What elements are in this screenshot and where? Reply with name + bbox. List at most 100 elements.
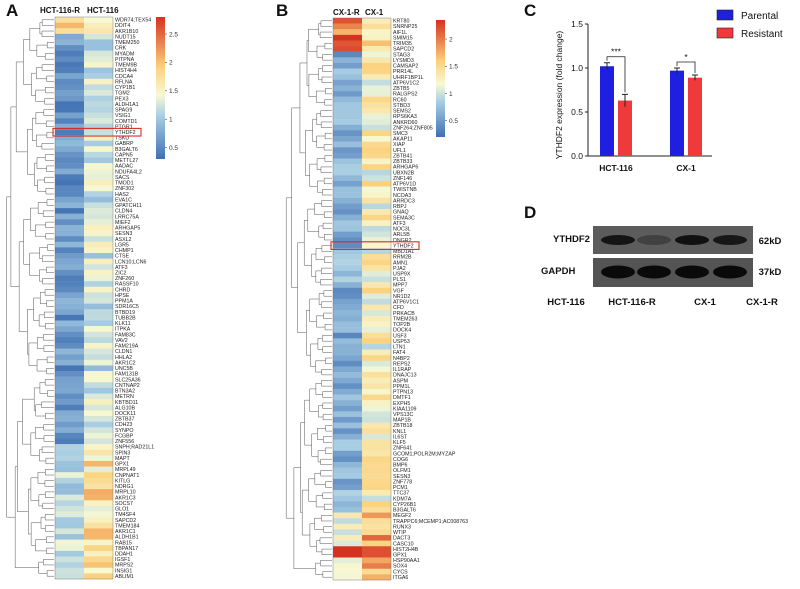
heatmap-cell	[55, 247, 84, 254]
gene-label: FAM83C	[115, 332, 136, 338]
gene-label: STBD3	[393, 103, 410, 109]
gene-label: TSKU	[115, 136, 129, 142]
heatmap-cell	[84, 224, 113, 231]
dendrogram-branch	[322, 402, 332, 409]
heatmap-cell	[55, 489, 84, 495]
heatmap-cell	[362, 107, 391, 114]
gene-label: CYCS	[393, 569, 408, 575]
dendrogram-branch	[42, 210, 54, 217]
heatmap-cell	[84, 365, 113, 372]
gene-label: WDR74;TEX54	[115, 18, 151, 24]
gene-label: FAM219A	[115, 344, 139, 350]
gene-label: TGM2	[115, 91, 130, 97]
heatmap-cell	[84, 264, 113, 271]
dendrogram-branch	[311, 253, 316, 277]
heatmap-cell	[55, 236, 84, 242]
heatmap-cell	[333, 349, 362, 356]
gene-label: PPM1L	[393, 384, 410, 390]
heatmap-cell	[55, 264, 84, 271]
heatmap-cell	[84, 219, 113, 226]
gene-label: AMN1	[393, 260, 408, 266]
heatmap-cell	[84, 236, 113, 242]
heatmap-cell	[84, 163, 113, 169]
gene-label: ZNF641	[393, 446, 412, 452]
gene-label: NOC3L	[393, 227, 411, 233]
heatmap-cell	[84, 545, 113, 552]
heatmap-cell	[84, 494, 113, 501]
gene-label: ATF3	[393, 221, 406, 227]
heatmap-cell	[362, 29, 391, 36]
gene-label: TMEM184	[115, 523, 139, 529]
gene-label: N4BP2	[393, 356, 410, 362]
dendrogram-branch	[297, 242, 307, 333]
dendrogram-branch	[15, 61, 28, 153]
dendrogram-branch	[324, 324, 332, 331]
gene-label: COG6	[393, 457, 408, 463]
dendrogram-branch	[314, 472, 326, 485]
gene-label: ZBTB5	[393, 86, 410, 92]
heatmap-cell	[84, 281, 113, 287]
heatmap-cell	[55, 534, 84, 540]
heatmap-cell	[55, 286, 84, 293]
dendrogram-branch	[27, 308, 34, 355]
gene-label: CRK	[115, 46, 127, 52]
heatmap-cell	[84, 22, 113, 29]
heatmap-cell	[55, 224, 84, 231]
x-tick-label: CX-1	[676, 163, 696, 173]
heatmap-cell	[362, 265, 391, 272]
heatmap-cell	[55, 522, 84, 529]
gene-label: SNRNP25	[393, 24, 417, 30]
heatmap-cell	[362, 124, 391, 131]
dendrogram-branch	[314, 517, 324, 530]
gene-label: RASSF10	[115, 282, 139, 288]
heatmap-cell	[84, 354, 113, 361]
gene-label: ZNF264;ZNF805	[393, 125, 433, 131]
gene-label: KLF5	[393, 440, 406, 446]
heatmap-cell	[55, 112, 84, 119]
heatmap-cell	[55, 348, 84, 355]
gene-label: FAM131B	[115, 372, 139, 378]
gene-label: CASC10	[393, 541, 414, 547]
heatmap-cell	[55, 444, 84, 450]
heatmap-cell	[362, 214, 391, 221]
gene-label: KNL1	[393, 429, 406, 435]
heatmap-cell	[362, 315, 391, 322]
heatmap-cell	[55, 129, 84, 136]
dendrogram-branch	[41, 401, 54, 408]
dendrogram-branch	[324, 132, 332, 140]
dendrogram-branch	[30, 207, 39, 231]
gene-label: PEX3	[115, 96, 129, 102]
x-tick-label: HCT-116	[599, 163, 633, 173]
heatmap-a-scale-ticks: 2.5 2 1.5 1 0.5	[165, 31, 178, 152]
gene-label: PITPNA	[115, 57, 135, 63]
heatmap-cell	[84, 556, 113, 563]
gene-label: YTHDF2	[393, 243, 414, 249]
dendrogram-branch	[44, 469, 54, 476]
heatmap-cell	[362, 523, 391, 530]
heatmap-cell	[362, 574, 391, 581]
heatmap-cell	[362, 467, 391, 474]
gene-label: ZNF302	[115, 186, 134, 192]
gene-label: PJA2	[393, 266, 406, 272]
heatmap-cell	[84, 73, 113, 80]
heatmap-cell	[84, 191, 113, 198]
dendrogram-branch	[41, 30, 54, 37]
heatmap-cell	[362, 51, 391, 58]
heatmap-cell	[333, 495, 362, 502]
dendrogram-branch	[320, 279, 332, 286]
heatmap-cell	[84, 303, 113, 310]
heatmap-cell	[55, 460, 84, 467]
heatmap-cell	[333, 119, 362, 125]
dendrogram-branch	[39, 449, 46, 462]
gene-label: ARRDC3	[393, 198, 415, 204]
heatmap-cell	[333, 62, 362, 69]
heatmap-cell	[362, 130, 391, 137]
heatmap-cell	[333, 383, 362, 390]
heatmap-cell	[84, 528, 113, 535]
gene-label: RUNX3	[393, 524, 411, 530]
gene-label: VAV2	[115, 338, 128, 344]
heatmap-cell	[84, 292, 113, 299]
heatmap-cell	[362, 433, 391, 440]
gene-label: CFD	[393, 305, 404, 311]
dendrogram-branch	[323, 290, 332, 297]
